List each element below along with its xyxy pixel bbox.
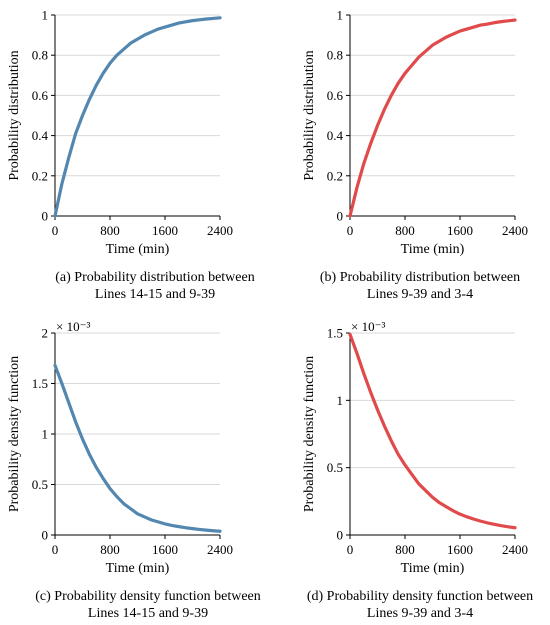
x-tick-label: 0 <box>52 542 59 557</box>
x-tick-label: 800 <box>100 542 120 557</box>
chart-caption: Lines 9-39 and 3-4 <box>367 606 473 621</box>
y-tick-label: 1 <box>337 393 344 408</box>
y-axis-multiplier: × 10⁻³ <box>351 319 385 334</box>
chart-caption: Lines 9-39 and 3-4 <box>367 287 473 302</box>
y-axis-label: Probability distribution <box>302 50 317 180</box>
y-tick-label: 0 <box>42 209 49 224</box>
series-line <box>348 18 517 218</box>
x-axis-label: Time (min) <box>106 561 170 576</box>
x-tick-label: 800 <box>395 223 415 238</box>
y-axis-label: Probability distribution <box>7 50 22 180</box>
x-tick-label: 1600 <box>152 223 178 238</box>
chart-caption: Lines 14-15 and 9-39 <box>88 606 208 621</box>
y-tick-label: 0.2 <box>32 168 48 183</box>
y-tick-label: 0 <box>337 528 344 543</box>
x-tick-label: 800 <box>100 223 120 238</box>
x-tick-label: 2400 <box>207 223 233 238</box>
chart-b: 0 0.2 0.4 0.6 0.8 1 0 800 1600 2400 Time (min) Prob… <box>302 8 528 303</box>
y-tick-label: 0 <box>337 209 344 224</box>
y-tick-label: 2 <box>42 326 49 341</box>
x-axis-label: Time (min) <box>401 242 465 257</box>
y-tick-label: 1.5 <box>327 326 343 341</box>
y-tick-label: 1 <box>42 427 49 442</box>
chart-caption: (c) Probability density function between <box>35 589 261 604</box>
x-tick-label: 2400 <box>207 542 233 557</box>
x-tick-label: 2400 <box>502 223 528 238</box>
series-line <box>348 332 517 530</box>
chart-caption: (a) Probability distribution between <box>55 270 254 285</box>
y-axis-multiplier: × 10⁻³ <box>56 319 90 334</box>
chart-d: 0 0.5 1 1.5 0 800 1600 2400 Time (min) Probabilit… <box>302 319 533 621</box>
chart-a: 0 0.2 0.4 0.6 0.8 1 0 800 1600 2400 Time (min) Prob… <box>7 8 255 303</box>
x-tick-label: 1600 <box>152 542 178 557</box>
y-tick-label: 1.5 <box>32 376 48 391</box>
chart-caption: (d) Probability density function between <box>307 589 533 604</box>
y-tick-label: 1 <box>337 8 344 23</box>
x-tick-label: 800 <box>395 542 415 557</box>
x-tick-label: 2400 <box>502 542 528 557</box>
series-line <box>53 16 222 218</box>
y-tick-label: 0.4 <box>327 128 344 143</box>
y-axis-label: Probability density function <box>302 356 317 512</box>
x-axis-label: Time (min) <box>106 242 170 257</box>
series-line <box>53 363 222 533</box>
y-tick-label: 0.8 <box>32 48 48 63</box>
y-tick-label: 0.2 <box>327 168 343 183</box>
chart-c: 0 0.5 1 1.5 2 0 800 1600 2400 Time (min) Probabili… <box>7 319 261 621</box>
y-tick-label: 1 <box>42 8 49 23</box>
chart-caption: Lines 14-15 and 9-39 <box>95 287 215 302</box>
y-tick-label: 0.8 <box>327 48 343 63</box>
x-tick-label: 1600 <box>447 542 473 557</box>
x-tick-label: 0 <box>347 223 354 238</box>
chart-caption: (b) Probability distribution between <box>320 270 520 285</box>
x-tick-label: 1600 <box>447 223 473 238</box>
y-tick-label: 0.5 <box>327 460 343 475</box>
y-tick-label: 0 <box>42 528 49 543</box>
x-tick-label: 0 <box>347 542 354 557</box>
x-tick-label: 0 <box>52 223 59 238</box>
y-tick-label: 0.4 <box>32 128 49 143</box>
x-axis-label: Time (min) <box>401 561 465 576</box>
y-tick-label: 0.5 <box>32 477 48 492</box>
y-tick-label: 0.6 <box>32 88 49 103</box>
y-tick-label: 0.6 <box>327 88 344 103</box>
y-axis-label: Probability density function <box>7 356 22 512</box>
